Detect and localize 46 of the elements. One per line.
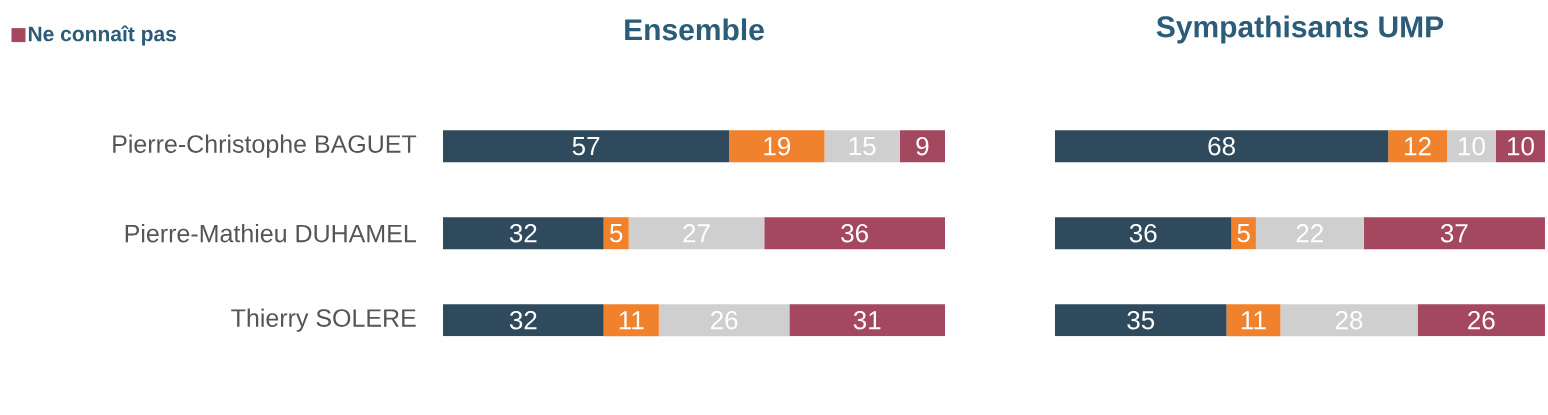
bar (824, 130, 900, 163)
data-label: 5 (610, 224, 623, 243)
bar (729, 130, 825, 163)
data-label: 31 (853, 310, 881, 330)
bar (1231, 217, 1256, 250)
data-label: 37 (1440, 223, 1468, 243)
chart-title: Sympathisants UMP (1156, 15, 1444, 44)
data-label: 35 (1127, 310, 1155, 330)
bar (1055, 130, 1389, 163)
legend-label: Ne connaît pas (28, 25, 176, 46)
bar (1417, 304, 1545, 337)
chart-title: Ensemble (625, 18, 764, 41)
data-label: 9 (916, 136, 929, 156)
y-tick-label: Pierre-Christophe BAGUET (113, 134, 417, 158)
data-label: 10 (1508, 136, 1534, 156)
bar (658, 304, 790, 337)
data-label: 26 (1468, 310, 1495, 330)
bar (443, 130, 730, 163)
data-label: 32 (509, 223, 537, 243)
bar (1446, 130, 1496, 163)
data-label: 32 (509, 310, 537, 330)
y-tick-label: Thierry SOLERE (231, 308, 416, 332)
bar (1280, 304, 1418, 337)
y-tick-label: Pierre-Mathieu DUHAMEL (125, 224, 416, 243)
data-label: 5 (1237, 224, 1250, 243)
data-label: 11 (619, 311, 644, 330)
bar (764, 217, 945, 250)
bar (1255, 217, 1364, 250)
bar (1226, 304, 1281, 337)
bar (628, 217, 765, 250)
bar (789, 304, 945, 337)
data-label: 68 (1208, 136, 1235, 156)
data-label: 36 (1129, 223, 1157, 243)
bar (1055, 217, 1232, 250)
bar (443, 304, 604, 337)
data-label: 11 (1241, 311, 1266, 330)
data-label: 57 (572, 137, 600, 156)
bar (1363, 217, 1545, 250)
data-label: 19 (764, 136, 791, 156)
bar (1055, 304, 1227, 337)
bar (1388, 130, 1447, 163)
bar (443, 217, 604, 250)
bar (603, 304, 659, 337)
data-label: 36 (841, 223, 868, 243)
data-label: 12 (1405, 137, 1431, 156)
bar (899, 130, 945, 163)
